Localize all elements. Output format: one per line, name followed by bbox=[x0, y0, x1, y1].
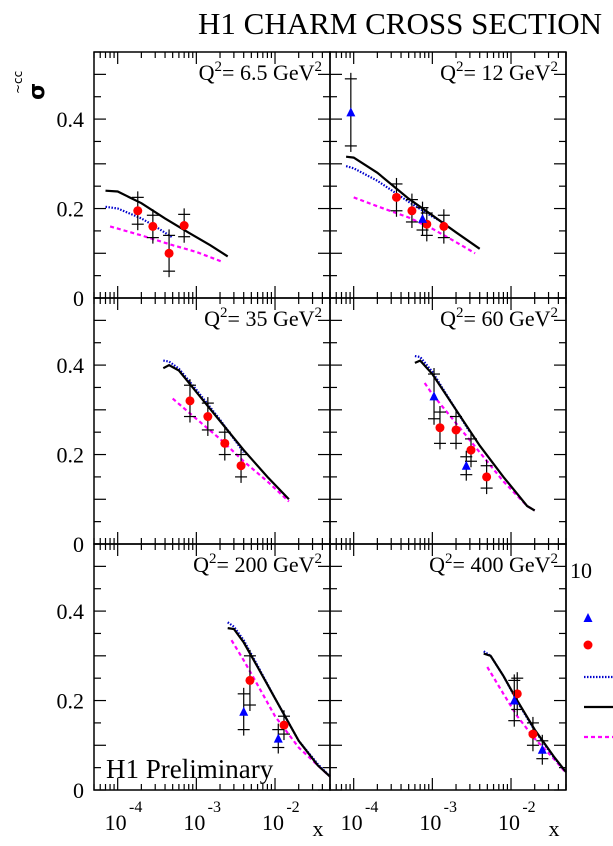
curve-dashed bbox=[230, 639, 331, 778]
panel-frame bbox=[329, 543, 567, 791]
data-point-circle bbox=[439, 221, 449, 231]
data-point-triangle bbox=[346, 107, 356, 117]
chart-title: H1 CHARM CROSS SECTION bbox=[198, 6, 602, 41]
curve-dashed bbox=[171, 397, 290, 503]
y-tick-label: 0.2 bbox=[57, 443, 85, 468]
x-tick-label: 10 bbox=[183, 810, 205, 835]
x-tick-exponent: -2 bbox=[522, 799, 535, 816]
data-point-circle bbox=[451, 425, 461, 435]
data-point-circle bbox=[236, 461, 246, 471]
x-tick-exponent: -4 bbox=[365, 799, 378, 816]
curve-dashed bbox=[109, 225, 224, 264]
x-tick-label: 10 bbox=[498, 810, 520, 835]
legend: 10 bbox=[570, 558, 613, 739]
curve-solid bbox=[483, 652, 567, 773]
curve-dashed bbox=[353, 196, 476, 255]
panel-label: Q2= 200 GeV2 bbox=[193, 551, 322, 577]
data-point-triangle bbox=[418, 213, 428, 223]
curve-solid bbox=[227, 627, 331, 778]
legend-marker-triangle bbox=[583, 613, 593, 622]
curve-dashed bbox=[486, 666, 567, 774]
y-axis-label-sub: ~cc bbox=[11, 71, 25, 94]
data-point-triangle bbox=[461, 460, 471, 470]
curve-solid bbox=[414, 359, 536, 512]
data-point-circle bbox=[133, 206, 143, 216]
x-tick-label: 10 bbox=[262, 810, 284, 835]
data-point-circle bbox=[466, 445, 476, 455]
panel-q2-60: Q2= 60 GeV2 bbox=[329, 297, 567, 545]
y-tick-label: 0 bbox=[73, 778, 84, 803]
panel-q2-6.5: Q2= 6.5 GeV2 0 0.2 0.4 bbox=[57, 51, 331, 311]
panel-label: Q2= 400 GeV2 bbox=[429, 551, 558, 577]
x-tick-label: 10 bbox=[105, 810, 127, 835]
data-point-circle bbox=[512, 689, 522, 699]
data-point-circle bbox=[164, 248, 174, 258]
curve-solid bbox=[105, 189, 229, 258]
curve-solid bbox=[345, 155, 481, 250]
x-tick-exponent: -3 bbox=[208, 799, 221, 816]
curve-dotted bbox=[105, 205, 174, 239]
data-point-circle bbox=[220, 438, 230, 448]
panel-frame bbox=[93, 51, 331, 299]
data-point-triangle bbox=[429, 391, 439, 401]
data-point-triangle bbox=[239, 706, 249, 716]
panel-q2-35: Q2= 35 GeV2 0 0.2 0.4 bbox=[57, 297, 331, 557]
data-point-circle bbox=[185, 396, 195, 406]
y-tick-label: 0.4 bbox=[57, 353, 85, 378]
curve-dotted bbox=[163, 359, 245, 453]
data-point-circle bbox=[279, 720, 289, 730]
curve-dotted bbox=[414, 355, 471, 433]
data-point-circle bbox=[435, 423, 445, 433]
data-point-circle bbox=[179, 221, 189, 231]
data-point-circle bbox=[391, 192, 401, 202]
x-tick-label: 10 bbox=[341, 810, 363, 835]
x-tick-exponent: -4 bbox=[129, 799, 142, 816]
panel-label: Q2= 12 GeV2 bbox=[440, 59, 558, 85]
y-tick-label: 0 bbox=[73, 532, 84, 557]
x-tick-label: 10 bbox=[419, 810, 441, 835]
x-axis-label: x bbox=[313, 816, 324, 841]
data-point-circle bbox=[407, 206, 417, 216]
y-tick-label: 0.4 bbox=[57, 599, 85, 624]
data-point-triangle bbox=[537, 744, 547, 754]
y-axis-label-sigma: σ bbox=[25, 83, 50, 100]
curve-dotted bbox=[227, 621, 331, 778]
panel-label: Q2= 60 GeV2 bbox=[440, 305, 558, 331]
data-point-circle bbox=[482, 472, 492, 482]
legend-partial-label: 10 bbox=[570, 558, 592, 583]
panel-frame bbox=[93, 297, 331, 545]
data-point-circle bbox=[148, 221, 158, 231]
data-point-triangle bbox=[273, 733, 283, 743]
y-tick-label: 0.2 bbox=[57, 197, 85, 222]
y-axis-label: σ ~cc bbox=[11, 71, 50, 100]
panel-q2-12: Q2= 12 GeV2 bbox=[329, 51, 567, 299]
panel-label: Q2= 35 GeV2 bbox=[204, 305, 322, 331]
x-axis-label: x bbox=[549, 816, 560, 841]
x-tick-exponent: -2 bbox=[286, 799, 299, 816]
y-tick-label: 0.4 bbox=[57, 107, 85, 132]
data-point-triangle bbox=[509, 695, 519, 705]
data-point-circle bbox=[203, 412, 213, 422]
data-point-circle bbox=[528, 729, 538, 739]
y-tick-label: 0.2 bbox=[57, 689, 85, 714]
annotation-h1-preliminary: H1 Preliminary bbox=[106, 754, 274, 784]
y-tick-label: 0 bbox=[73, 286, 84, 311]
data-point-circle bbox=[245, 675, 255, 685]
legend-marker-circle bbox=[583, 640, 593, 650]
panel-label: Q2= 6.5 GeV2 bbox=[199, 59, 322, 85]
x-tick-exponent: -3 bbox=[444, 799, 457, 816]
